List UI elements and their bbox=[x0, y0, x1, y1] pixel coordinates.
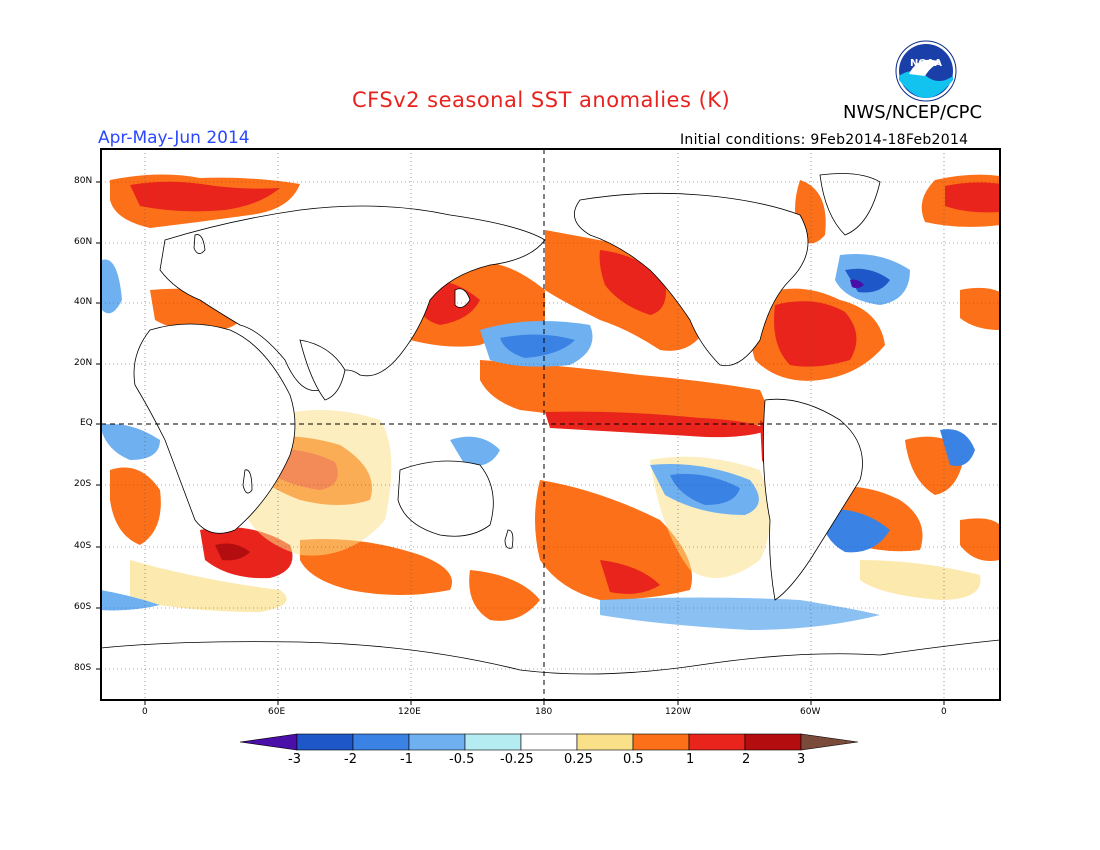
lat-label: 80N bbox=[74, 176, 93, 186]
initial-conditions-label: Initial conditions: 9Feb2014-18Feb2014 bbox=[680, 132, 969, 148]
map-axes-lines bbox=[101, 149, 1000, 700]
season-label: Apr-May-Jun 2014 bbox=[98, 128, 250, 148]
colorbar-segment bbox=[576, 733, 634, 751]
colorbar-label: 0.5 bbox=[623, 752, 644, 767]
eurasia bbox=[159, 205, 546, 392]
colorbar-segment bbox=[408, 733, 466, 751]
cool-anomalies bbox=[101, 254, 975, 630]
colorbar-label: -3 bbox=[288, 752, 301, 767]
colorbar-label: 0.25 bbox=[564, 752, 593, 767]
madagascar bbox=[242, 469, 253, 494]
lon-label: 60W bbox=[800, 707, 821, 717]
colorbar-segment-below bbox=[239, 733, 298, 751]
colorbar-segment-above bbox=[800, 733, 859, 751]
lon-label: 0 bbox=[142, 707, 148, 717]
chart-title: CFSv2 seasonal SST anomalies (K) bbox=[352, 88, 731, 112]
colorbar-segment bbox=[352, 733, 410, 751]
logo-text: NOAA bbox=[910, 58, 942, 69]
colorbar-segment bbox=[632, 733, 690, 751]
colorbar-label: -1 bbox=[400, 752, 413, 767]
continents bbox=[101, 173, 1000, 700]
colorbar-segment bbox=[464, 733, 522, 751]
japan bbox=[454, 288, 471, 308]
noaa-logo: NOAA bbox=[895, 40, 957, 102]
colorbar-label: -0.5 bbox=[449, 752, 475, 767]
lat-label: 80S bbox=[74, 663, 92, 673]
lon-label: 120E bbox=[398, 707, 421, 717]
lon-label: 180 bbox=[535, 707, 553, 717]
uk bbox=[193, 234, 206, 254]
lat-label: 20N bbox=[74, 358, 93, 368]
agency-label: NWS/NCEP/CPC bbox=[843, 102, 983, 123]
lat-label: 40S bbox=[74, 541, 92, 551]
map-frame bbox=[100, 148, 1001, 701]
colorbar-segment bbox=[688, 733, 746, 751]
warm-anomalies bbox=[110, 174, 1000, 621]
lat-label: 40N bbox=[74, 297, 93, 307]
antarctica bbox=[101, 639, 1000, 700]
australia bbox=[397, 460, 494, 537]
south-america bbox=[762, 398, 863, 601]
colorbar-segment bbox=[520, 733, 578, 751]
colorbar-label: 2 bbox=[742, 752, 751, 767]
lon-label: 120W bbox=[665, 707, 692, 717]
lat-label: 60N bbox=[74, 237, 93, 247]
lon-label: 0 bbox=[941, 707, 947, 717]
new-zealand bbox=[504, 529, 514, 549]
colorbar-segment bbox=[744, 733, 802, 751]
colorbar-label: -2 bbox=[344, 752, 357, 767]
colorbar-label: -0.25 bbox=[500, 752, 534, 767]
colorbar-label: 1 bbox=[686, 752, 695, 767]
lat-label: 60S bbox=[74, 602, 92, 612]
greenland bbox=[819, 173, 881, 236]
colorbar-label: 3 bbox=[797, 752, 806, 767]
lon-label: 60E bbox=[268, 707, 286, 717]
colorbar-segment bbox=[296, 733, 354, 751]
lat-label: 20S bbox=[74, 479, 92, 489]
africa bbox=[133, 323, 296, 534]
north-america bbox=[573, 192, 809, 367]
india bbox=[299, 339, 346, 401]
lat-label: EQ bbox=[80, 418, 93, 428]
